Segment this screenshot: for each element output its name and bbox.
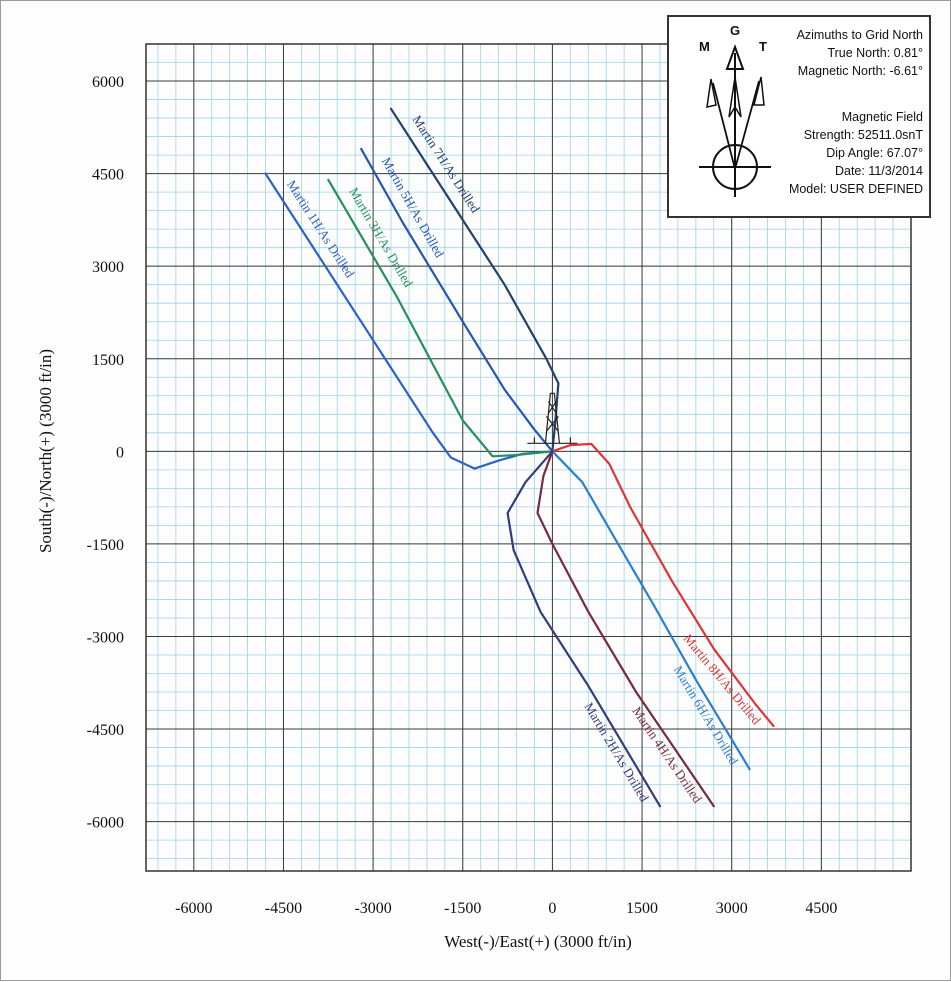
y-tick-label: -6000 xyxy=(87,815,124,832)
major-grid xyxy=(146,44,911,871)
y-tick-label: -4500 xyxy=(87,722,124,739)
rig-strut xyxy=(547,400,557,414)
azimuth-heading: Azimuths to Grid North xyxy=(796,28,923,42)
y-tick-label: -3000 xyxy=(87,629,124,646)
drilling-rig-icon xyxy=(527,392,578,444)
dip-angle-value: Dip Angle: 67.07° xyxy=(826,146,923,160)
well-path-line xyxy=(360,147,554,453)
x-tick-label: -1500 xyxy=(444,900,481,917)
north-arrow-icon: M G T xyxy=(699,23,771,197)
magnetic-north-value: Magnetic North: -6.61° xyxy=(797,64,923,78)
y-tick-label: 3000 xyxy=(92,259,124,276)
well-path-line xyxy=(551,450,751,771)
y-tick-label: 4500 xyxy=(92,167,124,184)
y-tick-label: 0 xyxy=(116,444,124,461)
x-tick-label: 1500 xyxy=(626,900,658,917)
x-tick-label: 3000 xyxy=(716,900,748,917)
x-tick-label: -4500 xyxy=(265,900,302,917)
y-tick-label: 1500 xyxy=(92,352,124,369)
x-axis-title: West(-)/East(+) (3000 ft/in) xyxy=(444,932,632,951)
magnetic-field-heading: Magnetic Field xyxy=(841,110,923,124)
plot-frame xyxy=(145,43,912,872)
well-path-line xyxy=(327,178,554,458)
field-strength-value: Strength: 52511.0snT xyxy=(803,128,923,142)
north-reference-panel: M G T Azimuths to Grid North True North:… xyxy=(667,15,931,218)
x-tick-label: 4500 xyxy=(805,900,837,917)
true-north-value: True North: 0.81° xyxy=(827,46,923,60)
x-tick-label: -3000 xyxy=(354,900,391,917)
rig-strut xyxy=(545,415,559,432)
magnetic-north-label: M xyxy=(699,39,710,54)
true-north-label: T xyxy=(759,39,767,54)
well-label: Martin 7H/As Drilled xyxy=(409,113,483,216)
x-tick-labels: -6000 -4500 -3000 -1500 0 1500 3000 4500 xyxy=(175,900,837,917)
model-value: Model: USER DEFINED xyxy=(788,182,923,196)
x-tick-label: 0 xyxy=(548,900,556,917)
well-path-line xyxy=(536,450,715,808)
x-tick-label: -6000 xyxy=(175,900,212,917)
well-path-line xyxy=(506,450,662,808)
plot-border xyxy=(145,43,912,872)
y-tick-labels: 6000 4500 3000 1500 0 -1500 -3000 -4500 -6000 xyxy=(87,74,124,832)
grid-north-label: G xyxy=(730,23,740,38)
well-paths xyxy=(264,107,775,808)
well-path-line xyxy=(551,442,775,728)
y-tick-label: 6000 xyxy=(92,74,124,91)
y-tick-label: -1500 xyxy=(87,537,124,554)
date-value: Date: 11/3/2014 xyxy=(834,164,923,178)
y-axis-title: South(-)/North(+) (3000 ft/in) xyxy=(36,349,55,553)
